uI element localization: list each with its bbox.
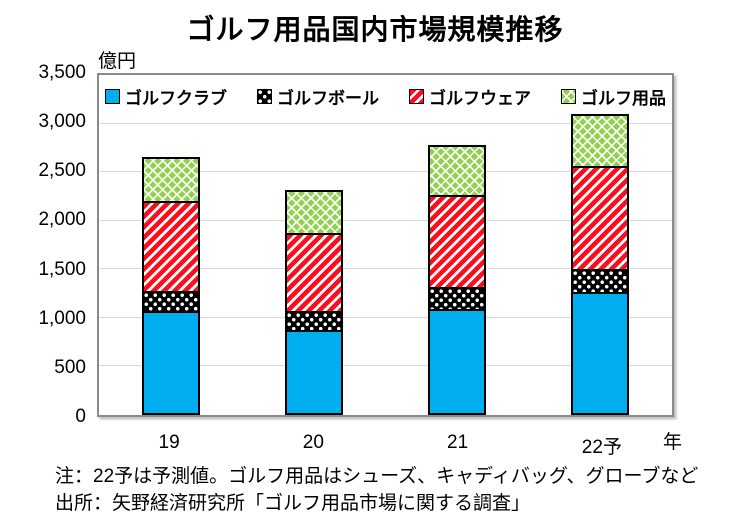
y-axis-tick-labels: 0 500 1,000 1,500 2,000 2,500 3,000 3,500 xyxy=(0,62,90,427)
legend-item-ゴルフウェア: ゴルフウェア xyxy=(409,84,531,109)
gridline-2,500 xyxy=(99,171,672,173)
gridline-500 xyxy=(99,365,672,367)
legend-item-ゴルフクラブ: ゴルフクラブ xyxy=(105,84,227,109)
y-tick-label: 2,500 xyxy=(38,160,86,182)
stacked-bar-21 xyxy=(428,144,487,415)
y-tick-label: 1,000 xyxy=(38,307,86,329)
legend-label: ゴルフクラブ xyxy=(125,89,227,108)
y-tick-label: 3,500 xyxy=(38,62,86,83)
bar-segment-ゴルフウェア xyxy=(430,194,485,288)
legend-label: ゴルフウェア xyxy=(429,89,531,108)
stacked-bar-19 xyxy=(141,157,200,415)
y-tick-label: 2,000 xyxy=(38,209,86,231)
x-axis-unit-label: 年 xyxy=(663,432,683,453)
x-tick-label-20: 20 xyxy=(302,432,324,453)
plot-area: ゴルフクラブ ゴルフボール ゴルフウェア ゴルフ用品 xyxy=(97,73,674,417)
gridline-1,000 xyxy=(99,316,672,318)
bar-segment-ゴルフウェア xyxy=(286,232,341,311)
gridline-3,000 xyxy=(99,122,672,124)
legend-item-ゴルフボール: ゴルフボール xyxy=(257,84,379,109)
bar-segment-ゴルフクラブ xyxy=(286,330,341,413)
source-line: 出所：矢野経済研究所「ゴルフ用品市場に関する調査」 xyxy=(55,493,531,514)
footnotes: 注：22予は予測値。ゴルフ用品はシューズ、キャディバッグ、グローブなど 出所：矢… xyxy=(55,463,698,517)
bar-segment-ゴルフボール xyxy=(286,310,341,331)
y-tick-label: 3,000 xyxy=(38,111,86,133)
bar-segment-ゴルフボール xyxy=(430,287,485,309)
bar-segment-ゴルフクラブ xyxy=(573,292,628,413)
stacked-bar-20 xyxy=(284,190,343,415)
y-tick-label: 0 xyxy=(75,406,86,427)
legend-swatch-icon xyxy=(257,89,272,104)
bar-segment-ゴルフクラブ xyxy=(430,308,485,413)
bar-segment-ゴルフ用品 xyxy=(286,190,341,233)
bar-segment-ゴルフ用品 xyxy=(430,144,485,195)
legend-label: ゴルフ用品 xyxy=(581,89,666,108)
bar-segment-ゴルフ用品 xyxy=(573,113,628,167)
x-tick-label-22予: 22予 xyxy=(581,437,622,458)
legend-swatch-icon xyxy=(561,89,576,104)
legend-swatch-icon xyxy=(105,89,120,104)
bar-segment-ゴルフボール xyxy=(573,268,628,293)
bar-segment-ゴルフクラブ xyxy=(143,310,198,413)
chart-title: ゴルフ用品国内市場規模推移 xyxy=(186,14,564,45)
bar-segment-ゴルフウェア xyxy=(143,201,198,291)
y-tick-label: 500 xyxy=(54,356,86,378)
legend-swatch-icon xyxy=(409,89,424,104)
stacked-bar-22予 xyxy=(571,113,630,415)
legend: ゴルフクラブ ゴルフボール ゴルフウェア ゴルフ用品 xyxy=(99,84,672,109)
x-tick-label-21: 21 xyxy=(447,432,469,453)
legend-label: ゴルフボール xyxy=(277,89,379,108)
bar-segment-ゴルフボール xyxy=(143,290,198,311)
y-axis-unit-label: 億円 xyxy=(98,51,137,72)
x-tick-label-19: 19 xyxy=(158,432,180,453)
gridline-1,500 xyxy=(99,268,672,270)
legend-item-ゴルフ用品: ゴルフ用品 xyxy=(561,84,666,109)
y-tick-label: 1,500 xyxy=(38,258,86,280)
x-axis-tick-labels: 19 20 21 22予 xyxy=(97,432,674,458)
gridline-2,000 xyxy=(99,219,672,221)
bar-segment-ゴルフウェア xyxy=(573,166,628,269)
note-line: 注：22予は予測値。ゴルフ用品はシューズ、キャディバッグ、グローブなど xyxy=(55,466,699,487)
bar-segment-ゴルフ用品 xyxy=(143,157,198,202)
